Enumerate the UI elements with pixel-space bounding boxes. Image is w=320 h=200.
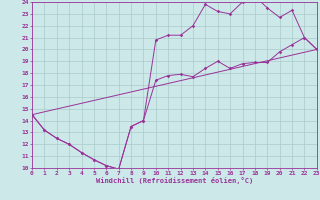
X-axis label: Windchill (Refroidissement éolien,°C): Windchill (Refroidissement éolien,°C) [96,177,253,184]
